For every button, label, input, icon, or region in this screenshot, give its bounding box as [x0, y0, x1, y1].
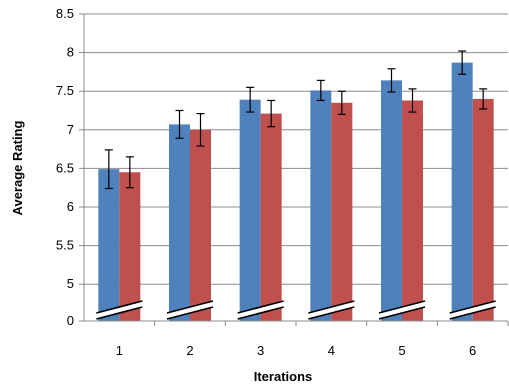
bar — [190, 129, 211, 321]
axis-break-line — [166, 306, 214, 320]
y-axis-title: Average Rating — [10, 121, 25, 216]
x-tick-label: 5 — [398, 343, 405, 358]
x-tick-label: 4 — [328, 343, 335, 358]
bar — [331, 102, 353, 321]
bars — [98, 62, 494, 322]
x-tick-label: 6 — [469, 343, 476, 358]
y-tick-label: 0 — [67, 313, 74, 328]
bar — [451, 62, 473, 322]
y-tick-label: 8 — [67, 45, 74, 60]
x-tick-labels: 1 2 3 4 5 6 — [116, 343, 477, 358]
x-tick-label: 2 — [186, 343, 193, 358]
y-tick-label: 6 — [67, 199, 74, 214]
axis-break-line — [166, 300, 214, 314]
axis-break-line — [378, 300, 426, 314]
gridlines — [84, 13, 508, 285]
y-tick-label: 7 — [67, 122, 74, 137]
bar — [119, 172, 141, 321]
bar — [402, 100, 423, 322]
axis-break-line — [308, 300, 355, 314]
axis-break-gap — [237, 301, 284, 319]
bar — [98, 169, 120, 321]
x-tick-label: 3 — [257, 343, 264, 358]
error-bars — [104, 50, 488, 190]
axis-break-gap — [167, 301, 213, 319]
x-tick-label: 1 — [116, 343, 123, 358]
axis-break-line — [378, 306, 426, 320]
axis-break-line — [237, 306, 284, 320]
axis-break-line — [237, 300, 284, 314]
axis-break-gap — [379, 301, 425, 319]
bar — [310, 90, 332, 321]
axis-break-gap — [449, 301, 496, 319]
axis-break-line — [308, 306, 355, 320]
axis-break-gap — [308, 301, 355, 319]
axis-break-line — [449, 306, 496, 320]
axis-break-gap — [96, 301, 143, 319]
y-tick-labels: 0 5 5.5 6 6.5 7 7.5 8 8.5 — [56, 6, 74, 328]
axis-break-line — [96, 300, 143, 314]
bar — [260, 113, 282, 321]
axes — [79, 13, 509, 326]
y-tick-label: 7.5 — [56, 83, 74, 98]
axis-breaks — [96, 300, 496, 320]
bar — [169, 124, 190, 321]
bar — [472, 98, 494, 321]
axis-break-line — [449, 300, 496, 314]
x-axis-title: Iterations — [254, 369, 313, 384]
y-tick-label: 8.5 — [56, 6, 74, 21]
y-tick-label: 5.5 — [56, 238, 74, 253]
y-tick-label: 5 — [67, 276, 74, 291]
bar — [239, 99, 261, 321]
bar — [381, 80, 402, 321]
axis-break-line — [96, 306, 143, 320]
y-tick-label: 6.5 — [56, 160, 74, 175]
